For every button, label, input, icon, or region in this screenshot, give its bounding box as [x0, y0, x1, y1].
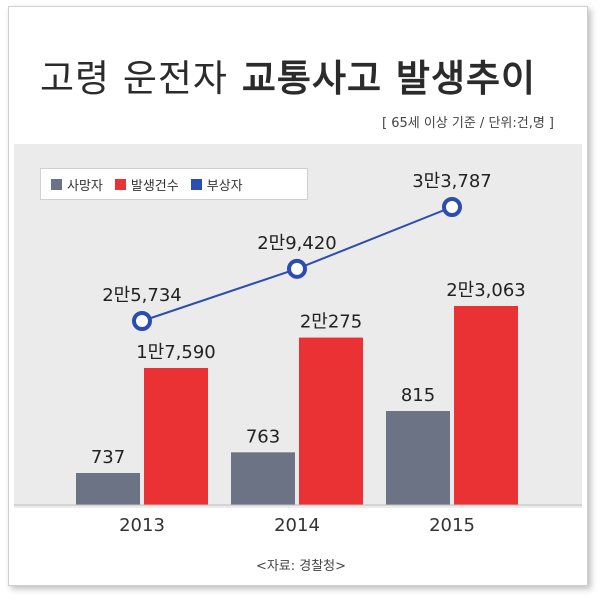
x-tick-2014: 2014	[274, 515, 320, 536]
legend-swatch-accidents	[114, 178, 126, 190]
bar-accidents-2014	[299, 337, 363, 505]
x-tick-2013: 2013	[119, 515, 165, 536]
legend-item-injuries: 부상자	[190, 175, 243, 194]
legend: 사망자 발생건수 부상자	[40, 168, 308, 200]
legend-swatch-deaths	[51, 178, 62, 190]
legend-item-accidents: 발생건수	[114, 175, 179, 194]
title-part-2: 교통사고 발생추이	[241, 57, 537, 100]
x-tick-2015: 2015	[429, 515, 475, 536]
bar-accidents-2015	[454, 306, 518, 505]
label-accidents-2013: 1만7,590	[136, 342, 216, 363]
bar-deaths-2013	[76, 473, 140, 505]
point-injuries-2014	[287, 258, 307, 279]
bar-deaths-2015	[386, 411, 450, 505]
bar-deaths-2014	[231, 452, 295, 505]
label-injuries-2015: 3만3,787	[412, 171, 492, 192]
chart-subtitle: [ 65세 이상 기준 / 단위:건,명 ]	[381, 116, 554, 131]
legend-label-deaths: 사망자	[67, 178, 103, 194]
label-injuries-2013: 2만5,734	[102, 285, 182, 306]
source-note: <자료: 경찰청>	[255, 559, 347, 574]
legend-label-accidents: 발생건수	[130, 178, 179, 194]
chart-title: 고령 운전자 교통사고 발생추이	[40, 48, 550, 102]
point-injuries-2015	[442, 197, 462, 217]
bar-accidents-2013	[144, 368, 208, 505]
label-deaths-2015: 815	[401, 385, 435, 406]
label-deaths-2014: 763	[246, 426, 280, 447]
legend-swatch-injuries	[190, 178, 202, 190]
title-part-1: 고령 운전자	[40, 57, 228, 100]
label-accidents-2015: 2만3,063	[446, 280, 526, 301]
label-injuries-2014: 2만9,420	[257, 233, 337, 254]
label-accidents-2014: 2만275	[300, 312, 362, 333]
point-injuries-2013	[132, 311, 152, 331]
legend-label-injuries: 부상자	[206, 178, 243, 194]
legend-item-deaths: 사망자	[51, 175, 103, 194]
label-deaths-2013: 737	[91, 447, 125, 468]
